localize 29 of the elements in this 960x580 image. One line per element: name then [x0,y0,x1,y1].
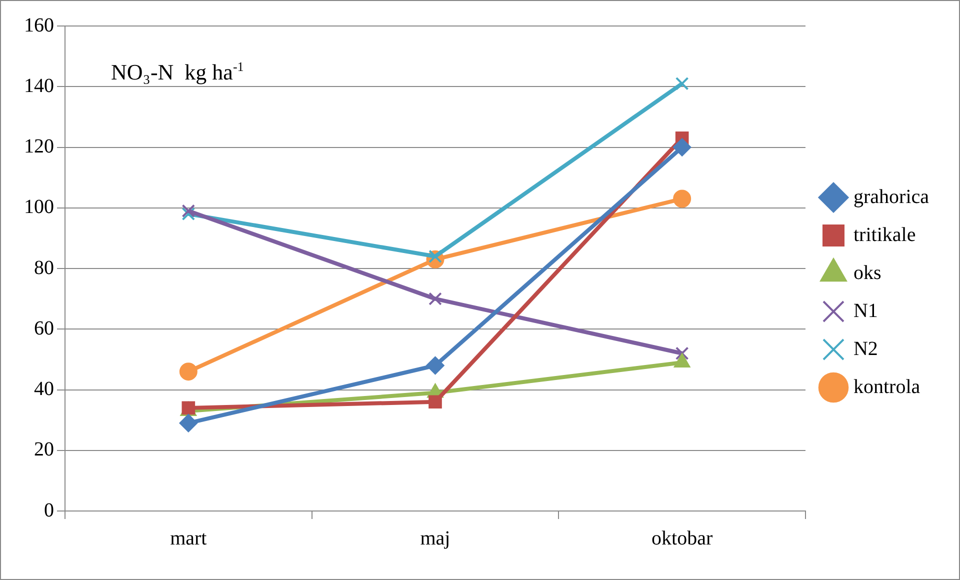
point [428,395,442,409]
x-tick-label: mart [170,527,208,550]
point [675,76,689,90]
annotation: NO₃-N kg ha$^{-1}$ [111,59,244,86]
y-tick-label: 20 [34,438,54,461]
y-tick-label: 80 [34,256,54,279]
legend-label: grahorica [853,186,930,208]
point [182,204,196,218]
legend-label: tritikale [853,224,916,246]
legend-label: N1 [853,300,878,322]
point [673,190,692,208]
point [179,414,198,432]
x-tick-label: oktobar [652,527,713,550]
y-tick-label: 0 [44,499,54,522]
legend-label: kontrola [853,376,920,398]
point [182,207,196,221]
point [428,292,442,306]
y-tick-label: 140 [24,74,54,97]
y-tick-label: 160 [24,14,54,36]
point [426,356,444,374]
y-tick-label: 120 [24,136,54,158]
x-tick-label: maj [420,527,450,550]
y-tick-label: 60 [34,317,54,340]
y-tick-label: 40 [34,378,54,400]
y-tick-label: 100 [24,196,54,218]
point [179,362,198,381]
legend-label: N2 [853,338,878,360]
point [673,138,692,156]
legend-label: oks [853,262,882,284]
